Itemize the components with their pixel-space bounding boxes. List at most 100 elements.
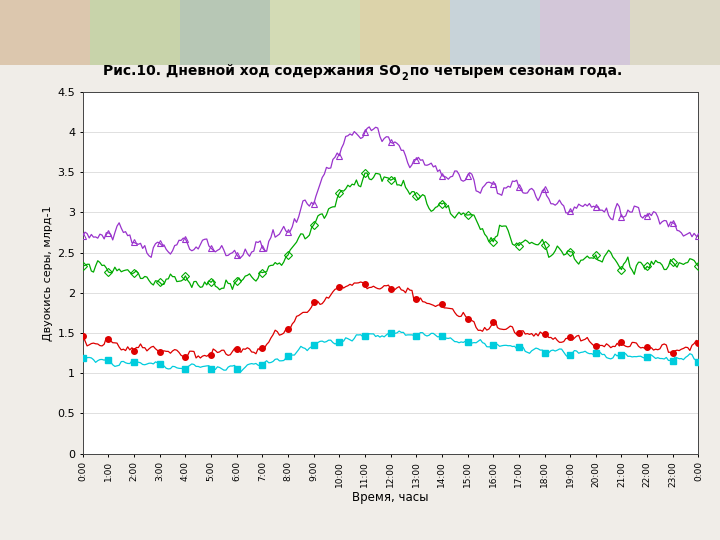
Y-axis label: Двуокись серы, млрд-1: Двуокись серы, млрд-1	[43, 205, 53, 341]
Весна	[540, 241, 549, 248]
Bar	[360, 0, 450, 65]
Bar	[270, 0, 360, 65]
Весна	[643, 263, 652, 269]
Лето	[617, 339, 626, 346]
Зима	[540, 185, 549, 192]
Bar	[630, 0, 720, 65]
Зима	[617, 213, 626, 220]
Осень	[617, 352, 626, 359]
Осень	[156, 361, 164, 367]
Осень	[412, 333, 420, 339]
Зима	[668, 219, 677, 226]
Лето	[258, 345, 266, 352]
Весна	[156, 279, 164, 286]
Осень	[233, 366, 241, 373]
Зима	[515, 184, 523, 190]
Осень	[540, 349, 549, 356]
Весна	[566, 248, 575, 255]
Лето	[130, 347, 138, 354]
Лето	[540, 330, 549, 337]
Осень	[181, 366, 189, 372]
Осень	[130, 359, 138, 365]
Весна	[310, 222, 318, 228]
Лето	[310, 299, 318, 305]
Лето	[284, 325, 292, 332]
Text: по четырем сезонам года.: по четырем сезонам года.	[405, 64, 622, 78]
Осень	[361, 333, 369, 339]
Осень	[592, 350, 600, 356]
Весна	[412, 193, 420, 200]
Зима	[233, 252, 241, 258]
Весна	[130, 269, 138, 276]
Зима	[207, 245, 215, 251]
Зима	[104, 230, 113, 236]
Осень	[258, 361, 266, 368]
Зима	[566, 208, 575, 214]
Лето	[489, 319, 498, 326]
Bar	[180, 0, 270, 65]
Bar	[0, 0, 90, 65]
Весна	[515, 242, 523, 249]
Bar	[90, 0, 180, 65]
Зима	[463, 172, 472, 179]
Осень	[438, 333, 446, 339]
Лето	[438, 301, 446, 307]
Лето	[592, 342, 600, 349]
Line: Лето: Лето	[80, 281, 701, 360]
Лето	[335, 284, 343, 291]
Лето	[233, 346, 241, 353]
Зима	[78, 232, 87, 239]
Bar	[540, 0, 630, 65]
Text: Рис.10. Дневной ход содержания SO: Рис.10. Дневной ход содержания SO	[103, 64, 401, 78]
Line: Зима: Зима	[80, 129, 701, 258]
Осень	[310, 341, 318, 348]
Лето	[78, 333, 87, 339]
Line: Весна: Весна	[80, 170, 701, 286]
Лето	[463, 315, 472, 322]
Весна	[284, 252, 292, 258]
Осень	[515, 344, 523, 350]
Весна	[592, 252, 600, 258]
Зима	[310, 201, 318, 208]
Зима	[438, 172, 446, 179]
Весна	[489, 239, 498, 245]
Весна	[668, 259, 677, 265]
Лето	[668, 350, 677, 357]
Весна	[78, 262, 87, 269]
Лето	[156, 349, 164, 355]
Весна	[233, 278, 241, 285]
Осень	[643, 354, 652, 361]
Лето	[386, 286, 395, 292]
Зима	[643, 213, 652, 220]
Зима	[694, 233, 703, 240]
Весна	[104, 269, 113, 275]
Bar	[450, 0, 540, 65]
Осень	[386, 329, 395, 336]
Лето	[694, 340, 703, 346]
Лето	[643, 344, 652, 350]
Зима	[412, 157, 420, 163]
Осень	[566, 352, 575, 358]
Лето	[515, 329, 523, 336]
Весна	[463, 212, 472, 218]
Осень	[284, 353, 292, 359]
Осень	[489, 342, 498, 348]
Зима	[489, 181, 498, 187]
Осень	[104, 356, 113, 363]
X-axis label: Время, часы: Время, часы	[352, 491, 429, 504]
Весна	[181, 273, 189, 279]
Весна	[694, 263, 703, 269]
Осень	[668, 357, 677, 364]
Осень	[78, 355, 87, 361]
Лето	[181, 354, 189, 361]
Text: 2: 2	[401, 72, 408, 82]
Лето	[207, 352, 215, 358]
Зима	[386, 139, 395, 145]
Лето	[412, 296, 420, 302]
Лето	[566, 334, 575, 341]
Осень	[335, 339, 343, 346]
Зима	[156, 240, 164, 246]
Весна	[438, 201, 446, 207]
Весна	[335, 190, 343, 197]
Зима	[130, 239, 138, 246]
